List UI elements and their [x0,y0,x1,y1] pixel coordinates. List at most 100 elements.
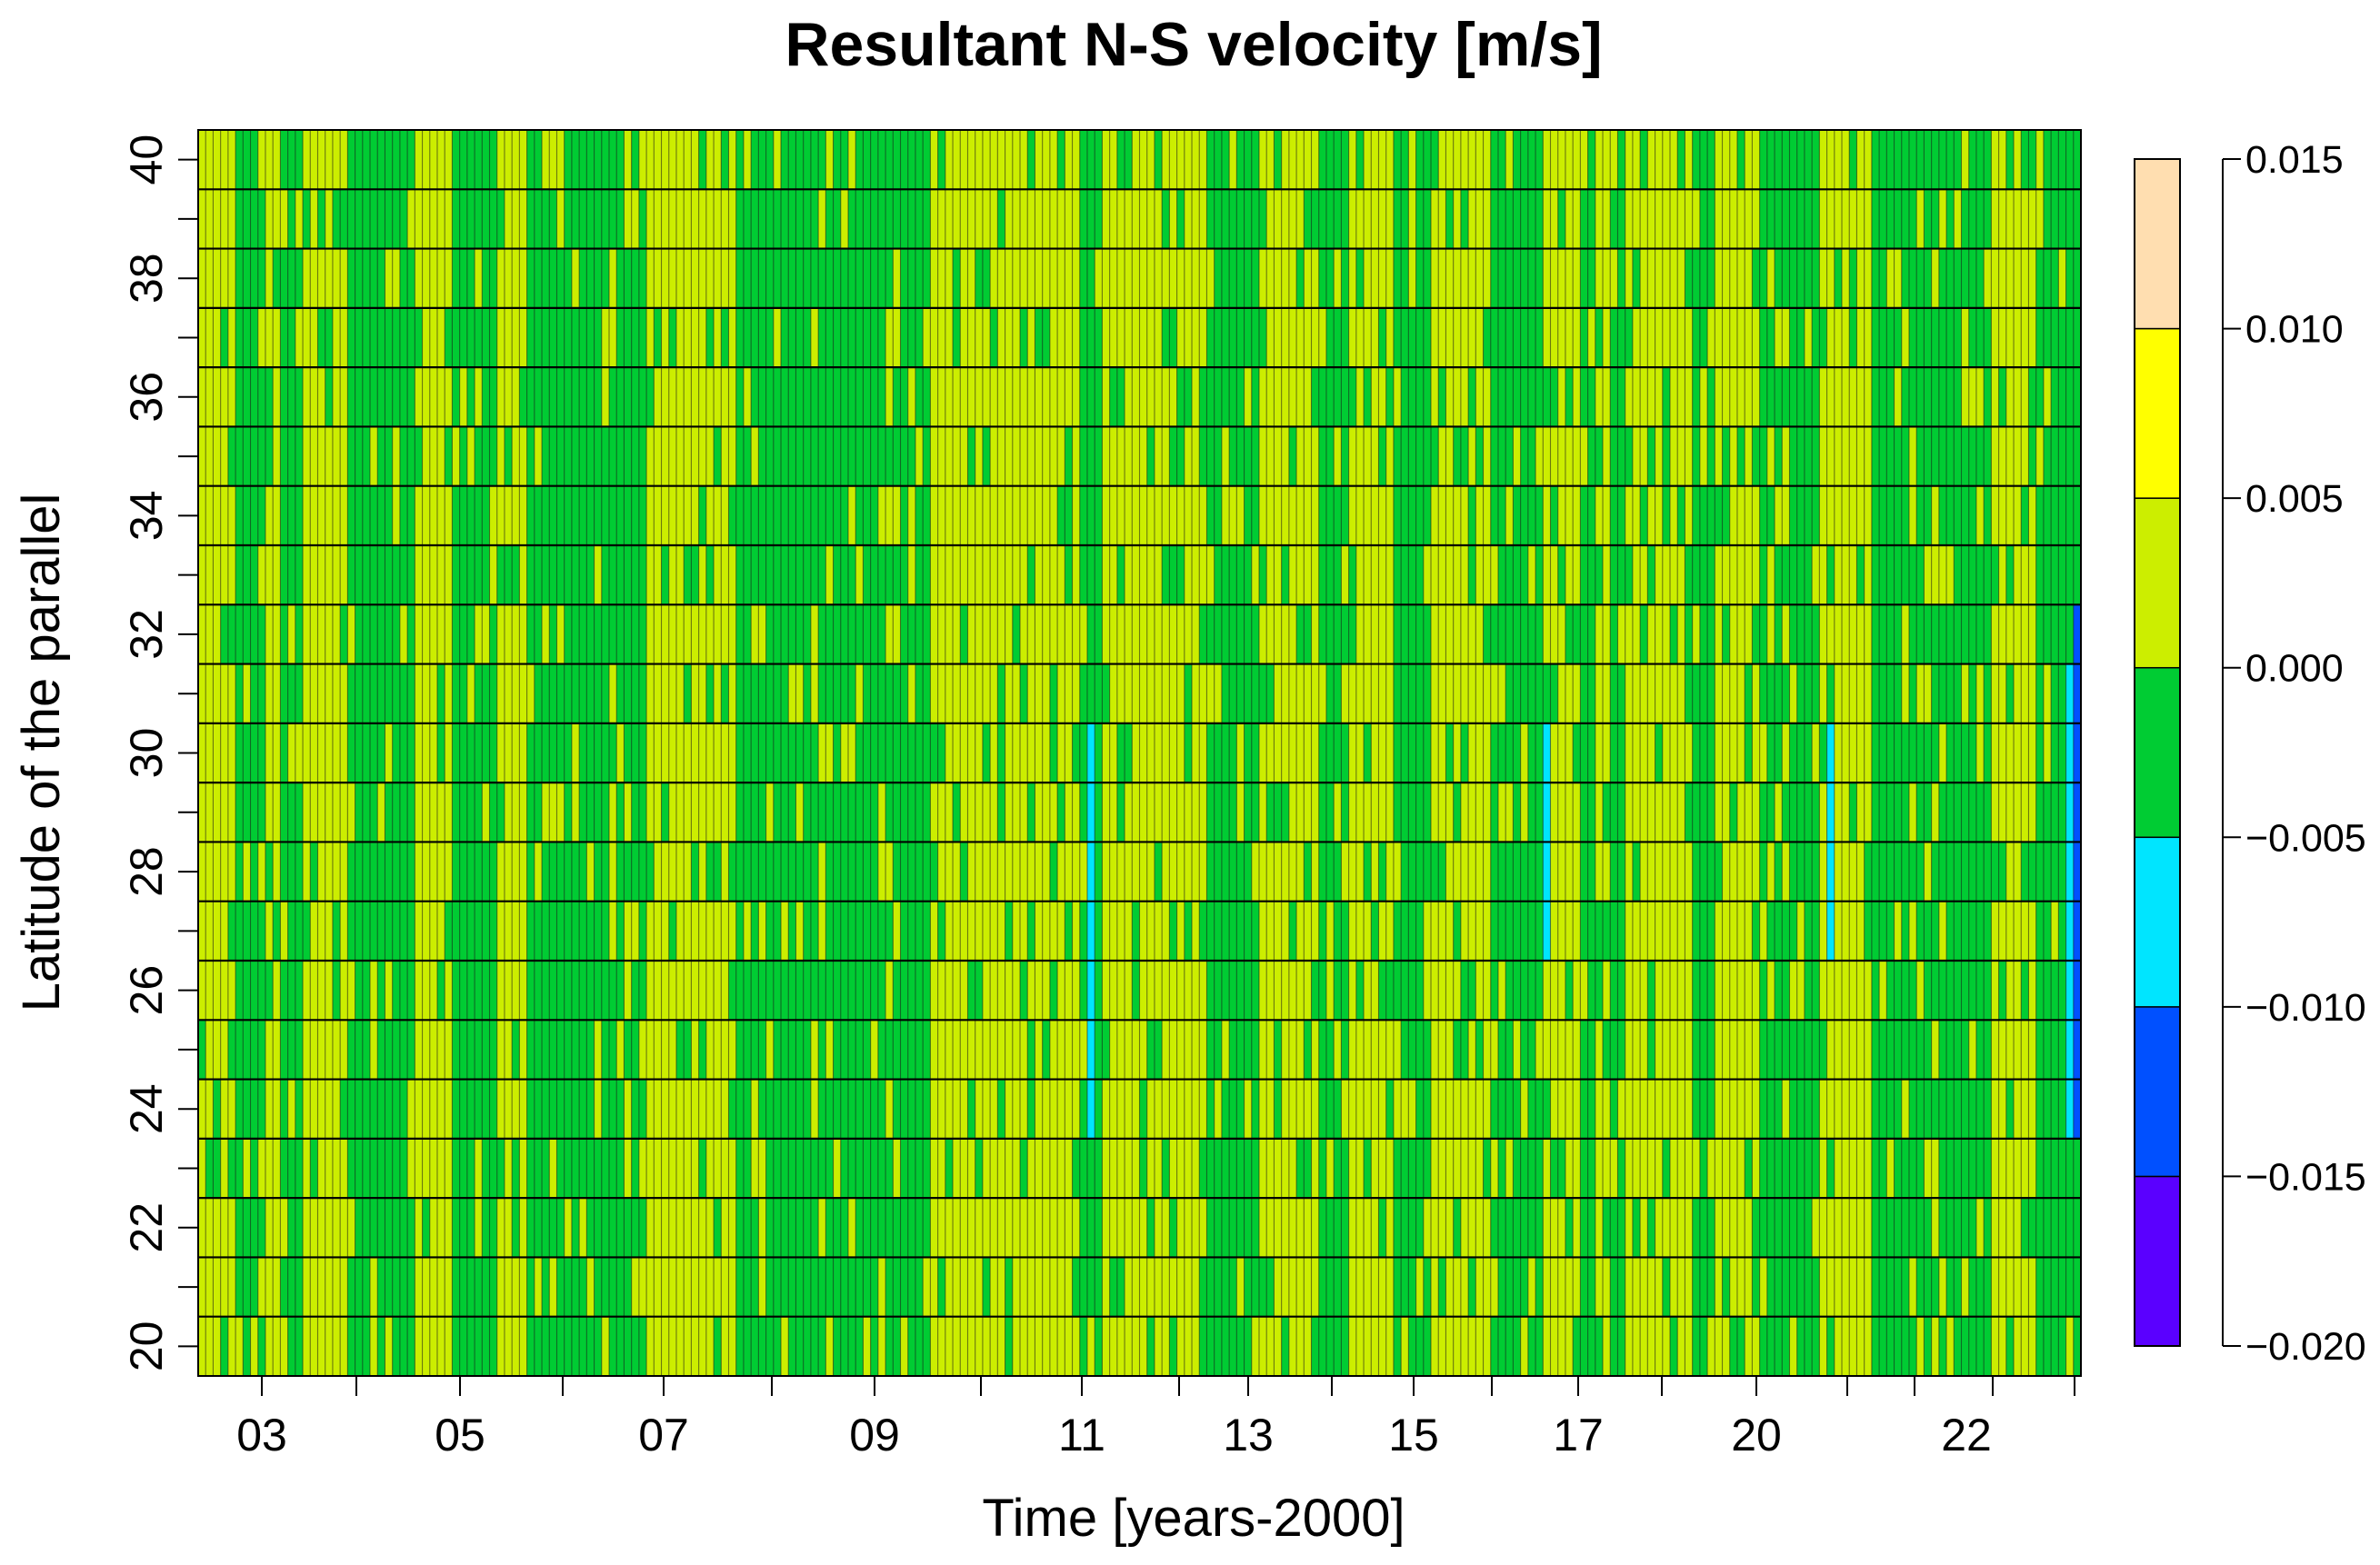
heatmap-cell [1938,782,1947,842]
heatmap-cell [287,426,296,487]
heatmap-cell [1617,426,1626,487]
heatmap-cell [1722,545,1731,605]
heatmap-cell [564,901,573,962]
heatmap-cell [1617,604,1626,664]
heatmap-cell [1296,842,1305,902]
heatmap-cell [945,426,954,487]
heatmap-cell [1393,1079,1402,1140]
heatmap-cell [1745,901,1753,962]
heatmap-cell [1244,901,1253,962]
heatmap-cell [1266,545,1275,605]
heatmap-cell [721,485,729,546]
heatmap-cell [1505,545,1514,605]
heatmap-cell [1258,189,1267,249]
heatmap-cell [445,426,453,487]
heatmap-cell [930,307,939,368]
heatmap-cell [1251,307,1260,368]
heatmap-cell [1065,426,1073,487]
heatmap-cell [751,248,759,309]
heatmap-cell [1864,367,1873,427]
heatmap-cell [347,782,355,842]
heatmap-cell [1954,1079,1962,1140]
heatmap-cell [1162,1138,1170,1199]
heatmap-cell [728,189,737,249]
heatmap-cell [758,367,766,427]
heatmap-cell [1505,604,1514,664]
heatmap-cell [781,426,789,487]
heatmap-cell [422,842,431,902]
heatmap-cell [953,723,961,783]
heatmap-cell [758,485,766,546]
heatmap-cell [1736,1138,1745,1199]
heatmap-cell [1901,189,1910,249]
heatmap-cell [1535,367,1544,427]
heatmap-cell [1685,1020,1694,1080]
heatmap-cell [1826,901,1835,962]
heatmap-cell [1662,723,1671,783]
heatmap-cell [1192,545,1200,605]
heatmap-cell [407,1316,415,1377]
heatmap-cell [810,842,819,902]
heatmap-cell [1520,1316,1529,1377]
heatmap-cell [1804,367,1813,427]
heatmap-cell [893,1079,901,1140]
heatmap-cell [975,130,984,190]
heatmap-cell [317,1020,326,1080]
heatmap-cell [990,842,998,902]
heatmap-cell [407,189,415,249]
heatmap-cell [1729,307,1738,368]
heatmap-cell [1229,485,1237,546]
heatmap-cell [1355,1079,1365,1140]
heatmap-cell [287,1138,296,1199]
heatmap-cell [1214,485,1223,546]
heatmap-cell [273,1138,281,1199]
heatmap-cell [220,248,229,309]
heatmap-cell [631,1138,640,1199]
heatmap-cell [1954,426,1962,487]
heatmap-cell [482,1198,490,1258]
heatmap-cell [1736,130,1745,190]
heatmap-cell [810,961,819,1021]
heatmap-cell [758,545,766,605]
heatmap-cell [295,248,304,309]
heatmap-cell [1079,842,1088,902]
heatmap-cell [616,485,625,546]
heatmap-cell [1894,723,1903,783]
heatmap-cell [295,961,304,1021]
heatmap-cell [1132,842,1140,902]
heatmap-cell [1587,1257,1596,1318]
heatmap-cell [743,604,752,664]
heatmap-cell [1946,485,1955,546]
heatmap-cell [1020,248,1028,309]
heatmap-cell [1199,961,1207,1021]
heatmap-cell [1371,1316,1379,1377]
heatmap-cell [833,1316,842,1377]
heatmap-cell [1677,545,1685,605]
heatmap-cell [870,367,879,427]
heatmap-cell [310,1257,318,1318]
heatmap-cell [1146,604,1155,664]
heatmap-cell [668,1257,677,1318]
heatmap-cell [1535,1316,1544,1377]
heatmap-cell [975,248,984,309]
heatmap-cell [1543,961,1551,1021]
heatmap-cell [1775,901,1783,962]
heatmap-cell [877,545,886,605]
heatmap-cell [429,1198,438,1258]
heatmap-cell [512,545,520,605]
heatmap-cell [743,1079,752,1140]
heatmap-cell [765,663,775,724]
heatmap-cell [781,1257,789,1318]
heatmap-cell [1901,1198,1910,1258]
heatmap-cell [265,723,274,783]
heatmap-cell [1266,663,1275,724]
heatmap-cell [668,189,677,249]
heatmap-cell [1229,1257,1237,1318]
heatmap-cell [975,782,984,842]
heatmap-cell [257,189,266,249]
heatmap-cell [1192,307,1200,368]
heatmap-cell [1296,426,1305,487]
heatmap-cell [355,248,364,309]
heatmap-cell [466,367,475,427]
heatmap-cell [1199,723,1207,783]
